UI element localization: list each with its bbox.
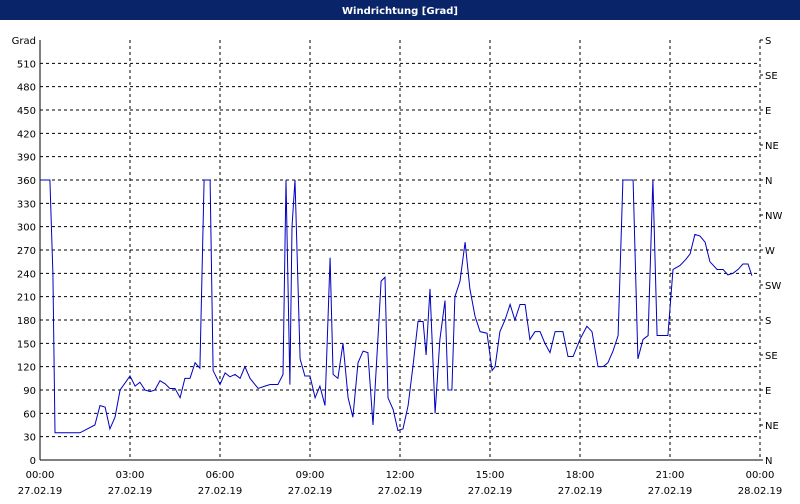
x-tick-label: 12:00 bbox=[386, 470, 415, 481]
y-tick-label: 60 bbox=[23, 409, 36, 420]
x-tick-date: 27.02.19 bbox=[198, 486, 243, 497]
y2-tick-label: SE bbox=[765, 351, 778, 362]
y2-tick-label: NE bbox=[765, 421, 779, 432]
y-tick-label: 30 bbox=[23, 433, 36, 444]
y-axis-label: Grad bbox=[12, 36, 36, 47]
x-tick-date: 27.02.19 bbox=[558, 486, 603, 497]
x-tick-date: 28.02.19 bbox=[738, 486, 783, 497]
y2-tick-label: N bbox=[765, 456, 772, 467]
y-tick-label: 0 bbox=[30, 456, 36, 467]
x-tick-date: 27.02.19 bbox=[18, 486, 63, 497]
y-tick-label: 180 bbox=[17, 316, 36, 327]
y-tick-label: 90 bbox=[23, 386, 36, 397]
data-line bbox=[40, 179, 753, 434]
title-bar bbox=[0, 0, 800, 20]
x-tick-label: 09:00 bbox=[296, 470, 325, 481]
x-tick-date: 27.02.19 bbox=[468, 486, 513, 497]
y-tick-label: 360 bbox=[17, 176, 36, 187]
x-tick-label: 15:00 bbox=[476, 470, 505, 481]
y-tick-label: 510 bbox=[17, 59, 36, 70]
x-tick-date: 27.02.19 bbox=[288, 486, 333, 497]
plot: 0 30 60 90 120 150 180 210 240 270 300 330 360 390 420… bbox=[17, 36, 783, 497]
y-tick-label: 270 bbox=[17, 246, 36, 257]
y2-tick-label: SW bbox=[765, 281, 781, 292]
y2-tick-label: NW bbox=[765, 211, 782, 222]
y2-tick-label: N bbox=[765, 176, 772, 187]
x-tick-date: 27.02.19 bbox=[378, 486, 423, 497]
x-tick-label: 00:00 bbox=[26, 470, 55, 481]
y2-tick-label: W bbox=[765, 246, 775, 257]
y-tick-label: 300 bbox=[17, 223, 36, 234]
y2-tick-label: E bbox=[765, 106, 771, 117]
x-tick-label: 06:00 bbox=[206, 470, 235, 481]
y-tick-label: 330 bbox=[17, 199, 36, 210]
y2-tick-label: S bbox=[765, 316, 771, 327]
x-tick-date: 27.02.19 bbox=[108, 486, 153, 497]
x-tick-label: 21:00 bbox=[656, 470, 685, 481]
y2-tick-label: SE bbox=[765, 71, 778, 82]
y-tick-label: 450 bbox=[17, 106, 36, 117]
y-tick-label: 390 bbox=[17, 153, 36, 164]
x-tick-date: 27.02.19 bbox=[648, 486, 693, 497]
chart-title: Windrichtung [Grad] bbox=[342, 6, 458, 17]
y-tick-label: 210 bbox=[17, 293, 36, 304]
y2-tick-label: NE bbox=[765, 141, 779, 152]
y-tick-label: 480 bbox=[17, 83, 36, 94]
y-tick-label: 240 bbox=[17, 269, 36, 280]
y2-tick-label: S bbox=[765, 36, 771, 47]
y2-tick-label: E bbox=[765, 386, 771, 397]
y-tick-label: 120 bbox=[17, 363, 36, 374]
x-tick-label: 00:00 bbox=[746, 470, 775, 481]
x-tick-label: 18:00 bbox=[566, 470, 595, 481]
y-tick-label: 150 bbox=[17, 339, 36, 350]
y-tick-label: 420 bbox=[17, 129, 36, 140]
x-tick-label: 03:00 bbox=[116, 470, 145, 481]
